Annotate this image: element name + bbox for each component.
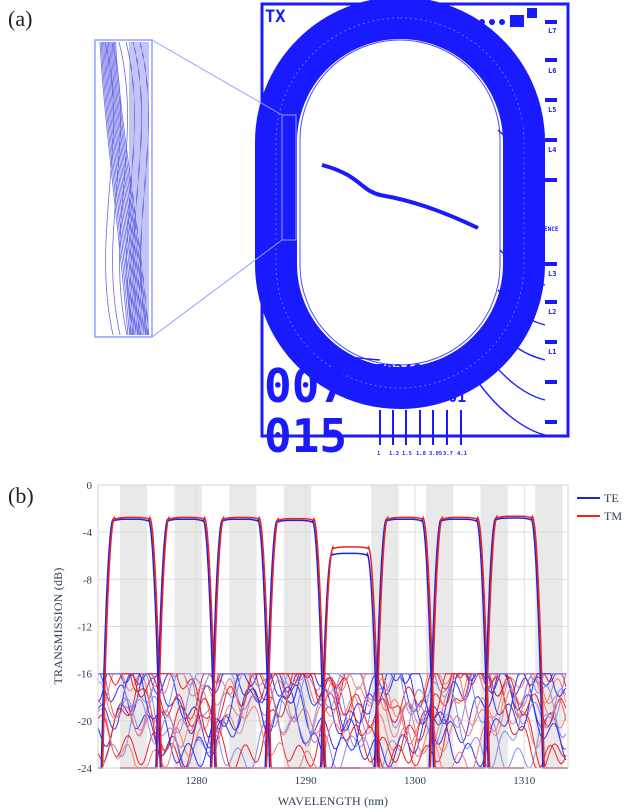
- x-tick-labels: 1280 1290 1300 1310: [185, 775, 535, 787]
- chip-top-code: TB24C: [376, 361, 421, 379]
- plot-frame: [97, 484, 569, 769]
- waveguide-crossing: [321, 163, 479, 230]
- y-tick-label: -8: [83, 574, 93, 586]
- port-labels: L7 L6 L5 L4 L3 L2 L1: [548, 27, 556, 356]
- port-label: L5: [548, 106, 556, 114]
- y-tick-labels: 0 -4 -8 -12 -16 -20 -24: [77, 480, 92, 775]
- chip-bottom-code: LRBT04R001: [376, 388, 466, 406]
- inset-crossing-waveguide: [118, 41, 128, 336]
- svg-text:3.05: 3.05: [429, 451, 442, 457]
- waveguide-inner-edge: [299, 39, 501, 366]
- panel-label-a: (a): [8, 6, 33, 31]
- chip-scale-bars: [379, 410, 462, 445]
- y-tick-label: -16: [77, 669, 92, 681]
- port-label: L1: [548, 348, 556, 356]
- zoom-inset-waveguides: [99, 41, 150, 336]
- legend-label-te: TE: [604, 491, 619, 505]
- zoom-region-marker: [281, 114, 297, 241]
- x-axis-title: WAVELENGTH (nm): [278, 794, 388, 808]
- y-tick-label: 0: [87, 480, 93, 492]
- svg-text:1.8: 1.8: [416, 451, 426, 457]
- x-tick-label: 1280: [185, 775, 208, 787]
- chip-corner-label: TX: [265, 7, 286, 27]
- panel-label-b: (b): [8, 483, 34, 508]
- inset-crossing-waveguide: [132, 41, 142, 336]
- inset-crossing-waveguide: [139, 41, 149, 336]
- inset-waveguide: [109, 41, 142, 336]
- port-label: L3: [548, 270, 556, 278]
- port-label: L7: [548, 27, 556, 35]
- zoom-inset: [94, 39, 283, 338]
- svg-text:3.7: 3.7: [443, 451, 453, 457]
- svg-text:1: 1: [377, 451, 381, 457]
- y-tick-label: -4: [83, 527, 93, 539]
- inset-crossing-waveguide: [104, 41, 114, 336]
- svg-text:1.5: 1.5: [402, 451, 412, 457]
- chip-scale-labels: 1 1.3 1.5 1.8 3.05 3.7 4.1: [377, 451, 468, 457]
- y-tick-label: -12: [77, 622, 92, 634]
- inset-waveguide: [100, 41, 130, 336]
- inset-waveguide: [99, 41, 129, 336]
- chip-layout: L7 L6 L5 L4 L3 L2 L1 ENABLENCE TX TB24C …: [255, 0, 570, 463]
- svg-text:ENABLENCE: ENABLENCE: [526, 226, 559, 233]
- waveguide-ring-texture: [275, 17, 525, 389]
- port-label: L2: [548, 308, 556, 316]
- enablence-logo: ENABLENCE: [504, 218, 559, 240]
- x-tick-label: 1310: [513, 775, 536, 787]
- inset-waveguide: [114, 41, 148, 336]
- svg-text:1.3: 1.3: [389, 451, 399, 457]
- inset-crossing-waveguide: [125, 41, 135, 336]
- port-markers: [479, 8, 557, 424]
- legend: TE TM: [577, 491, 622, 523]
- inset-waveguide: [103, 41, 134, 336]
- chip-big-number-top: 007: [264, 359, 347, 413]
- x-tick-label: 1290: [295, 775, 318, 787]
- inset-waveguide: [102, 41, 132, 336]
- x-tick-label: 1300: [404, 775, 427, 787]
- port-label: L4: [548, 146, 556, 154]
- legend-label-tm: TM: [604, 509, 622, 523]
- chip-big-number-bottom: 015: [264, 409, 347, 463]
- transmission-chart: 0 -4 -8 -12 -16 -20 -24 1280 1290 1300 1310 WAVEL…: [51, 480, 622, 808]
- output-waveguides: [274, 99, 546, 436]
- y-tick-label: -20: [77, 716, 92, 728]
- y-tick-label: -24: [77, 763, 92, 775]
- port-label: L6: [548, 67, 556, 75]
- inset-waveguide: [106, 41, 138, 336]
- inset-crossing-waveguide: [111, 41, 121, 336]
- y-axis-title: TRANSMISSION (dB): [51, 567, 65, 684]
- svg-text:4.1: 4.1: [457, 451, 468, 457]
